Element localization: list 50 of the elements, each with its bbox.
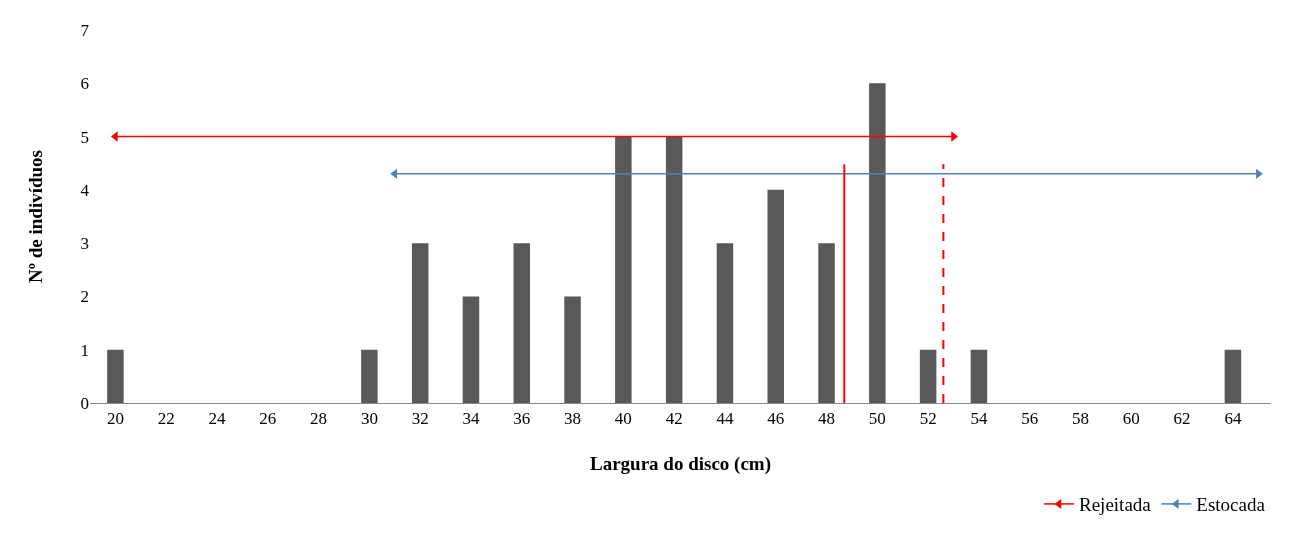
bar [767,189,784,403]
bar [411,243,429,403]
bar [869,83,886,403]
x-tick-label: 62 [1173,409,1191,429]
x-tick-label: 34 [462,409,480,429]
bar [919,349,937,403]
x-tick-label: 36 [513,409,531,429]
x-tick-label: 46 [767,409,785,429]
x-axis-title: Largura do disco (cm) [589,453,772,475]
bar [615,136,632,403]
x-tick-label: 22 [157,409,175,429]
y-tick-label: 4 [80,180,90,200]
x-tick-label: 44 [716,409,734,429]
legend-label: Rejeitada [1079,494,1152,516]
bar [970,349,988,403]
x-tick-label: 52 [919,409,937,429]
x-tick-label: 56 [1021,409,1039,429]
y-axis-title: Nº de indivíduos [25,150,46,283]
bar [665,136,683,403]
y-tick-label: 5 [80,127,89,147]
legend-label: Estocada [1196,494,1266,516]
x-tick-label: 48 [818,409,836,429]
x-tick-label: 64 [1224,409,1242,429]
y-tick-label: 0 [80,393,89,413]
x-tick-label: 54 [970,409,988,429]
bar [462,296,480,403]
x-tick-label: 42 [665,409,683,429]
x-tick-label: 26 [259,409,277,429]
bar [361,349,378,403]
x-tick-label: 20 [106,409,124,429]
x-tick-label: 58 [1072,409,1090,429]
x-tick-label: 28 [310,409,328,429]
bar [1224,349,1242,403]
y-tick-label: 3 [80,234,89,254]
y-tick-label: 1 [80,340,89,360]
bar [107,349,124,403]
bar [564,296,581,403]
y-tick-label: 6 [80,74,89,94]
bar [818,243,835,403]
x-tick-label: 30 [360,409,378,429]
bar [513,243,531,403]
x-tick-label: 38 [564,409,582,429]
x-tick-label: 60 [1122,409,1140,429]
x-tick-label: 40 [614,409,632,429]
bar [716,243,734,403]
x-tick-label: 24 [208,409,226,429]
y-tick-label: 7 [80,20,90,40]
x-tick-label: 50 [868,409,886,429]
x-tick-label: 32 [411,409,429,429]
y-tick-label: 2 [80,287,89,307]
